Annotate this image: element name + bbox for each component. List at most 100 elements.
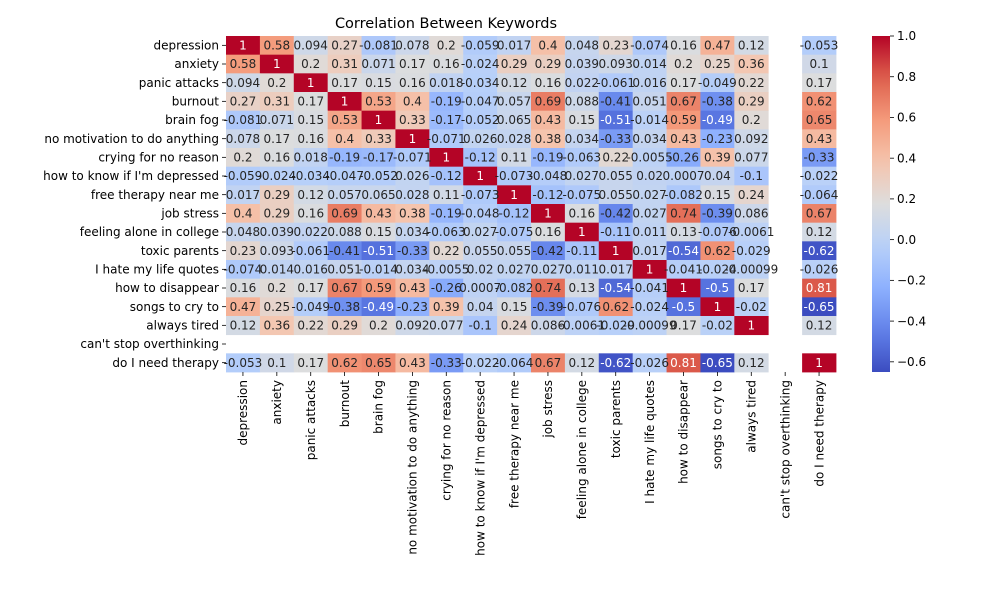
cell-value-label: -0.12 — [431, 169, 462, 183]
heatmap-cell — [598, 222, 634, 242]
cell-value-label: -0.071 — [427, 132, 466, 146]
heatmap-cell — [361, 260, 396, 280]
y-tick-label: crying for no reason — [98, 151, 219, 165]
heatmap-cell — [632, 222, 667, 242]
heatmap-cell — [259, 222, 295, 242]
y-tick-label: burnout — [172, 95, 219, 109]
heatmap-cell — [259, 316, 295, 336]
heatmap-cell — [429, 260, 464, 280]
cell-value-label: -0.063 — [562, 151, 601, 165]
heatmap-cell — [463, 73, 498, 93]
heatmap-cell — [531, 110, 566, 130]
cell-value-label: -0.024 — [257, 169, 296, 183]
cell-value-label: 0.034 — [395, 225, 429, 239]
cell-value-label: -0.49 — [363, 300, 394, 314]
cell-value-label: 0.12 — [501, 76, 528, 90]
heatmap-cell — [361, 129, 396, 149]
heatmap-cell — [632, 297, 667, 317]
cell-value-label: -0.00099 — [724, 263, 778, 277]
heatmap-cell — [327, 204, 362, 224]
cell-value-label: 0.11 — [433, 188, 460, 202]
cell-value-label: 0.69 — [331, 207, 358, 221]
cell-value-label: -0.19 — [431, 95, 462, 109]
heatmap-cell — [700, 166, 735, 186]
colorbar-tick-label: 0.6 — [897, 111, 916, 125]
heatmap-cell — [666, 222, 701, 242]
heatmap-cell — [429, 222, 464, 242]
cell-value-label: 0.086 — [734, 207, 768, 221]
heatmap-cell — [497, 297, 532, 317]
cell-value-label: -0.62 — [804, 244, 835, 258]
cell-value-label: 0.22 — [602, 151, 629, 165]
heatmap-cell — [497, 316, 532, 336]
cell-value-label: 0.17 — [263, 132, 290, 146]
cell-value-label: 0.02 — [467, 263, 494, 277]
cell-value-label: 0.4 — [403, 95, 422, 109]
heatmap-cell — [259, 54, 295, 74]
heatmap-cell — [802, 110, 837, 130]
heatmap-cell — [564, 54, 600, 74]
cell-value-label: -0.19 — [329, 151, 360, 165]
cell-value-label: 0.078 — [226, 132, 260, 146]
heatmap-cell — [327, 185, 362, 205]
cell-value-label: -0.12 — [499, 207, 530, 221]
cell-value-label: -0.064 — [495, 356, 534, 370]
colorbar-tick-label: −0.4 — [897, 314, 926, 328]
heatmap-cell — [361, 92, 396, 112]
cell-value-label: -0.0055 — [423, 263, 469, 277]
heatmap-cell — [293, 260, 329, 280]
cell-value-label: -0.33 — [804, 151, 835, 165]
heatmap-cell — [598, 204, 634, 224]
heatmap-cell — [632, 129, 667, 149]
cell-value-label: 1 — [341, 95, 349, 109]
heatmap-cell — [429, 36, 464, 56]
cell-value-label: -0.063 — [427, 225, 466, 239]
heatmap-cell — [463, 353, 498, 373]
heatmap-cell — [429, 54, 464, 74]
cell-value-label: 0.38 — [535, 132, 562, 146]
cell-value-label: -0.54 — [600, 281, 631, 295]
cell-value-label: 0.014 — [260, 263, 294, 277]
heatmap-cell — [802, 73, 837, 93]
heatmap-cell — [666, 129, 701, 149]
heatmap-cell — [327, 166, 362, 186]
cell-value-label: 0.4 — [335, 132, 354, 146]
heatmap-cell — [226, 110, 261, 130]
cell-value-label: -0.5 — [672, 300, 695, 314]
cell-value-label: 0.47 — [704, 39, 731, 53]
cell-value-label: 0.43 — [670, 132, 697, 146]
cell-value-label: 1 — [375, 113, 383, 127]
heatmap-cell — [700, 297, 735, 317]
cell-value-label: 0.027 — [463, 225, 497, 239]
cell-value-label: 0.016 — [632, 76, 666, 90]
cell-value-label: -0.034 — [291, 169, 330, 183]
heatmap-cell — [226, 316, 261, 336]
cell-value-label: 0.15 — [704, 188, 731, 202]
cell-value-label: 0.2 — [369, 319, 388, 333]
cell-value-label: -0.034 — [461, 76, 500, 90]
heatmap-cell — [632, 185, 667, 205]
cell-value-label: 0.055 — [599, 169, 633, 183]
cell-value-label: 0.011 — [565, 263, 599, 277]
heatmap-cell — [632, 73, 667, 93]
heatmap-cell — [734, 92, 769, 112]
cell-value-label: -0.54 — [668, 244, 699, 258]
cell-value-label: -0.052 — [359, 169, 398, 183]
heatmap-cell — [666, 278, 701, 298]
cell-value-label: 0.1 — [267, 356, 286, 370]
cell-value-label: 0.022 — [294, 225, 328, 239]
heatmap-cell — [564, 73, 600, 93]
cell-value-label: 0.048 — [226, 225, 260, 239]
cell-value-label: -0.024 — [698, 263, 737, 277]
cell-value-label: 0.22 — [738, 76, 765, 90]
heatmap-cell — [361, 353, 396, 373]
y-tick-label: feeling alone in college — [80, 225, 219, 239]
cell-value-label: 0.027 — [531, 263, 565, 277]
x-tick-label: no motivation to do anything — [406, 380, 420, 555]
heatmap-cell — [802, 129, 837, 149]
heatmap-cell — [497, 204, 532, 224]
cell-value-label: 0.27 — [331, 39, 358, 53]
heatmap-cell — [802, 92, 837, 112]
cell-value-label: 1 — [612, 244, 620, 258]
heatmap-cell — [293, 73, 329, 93]
